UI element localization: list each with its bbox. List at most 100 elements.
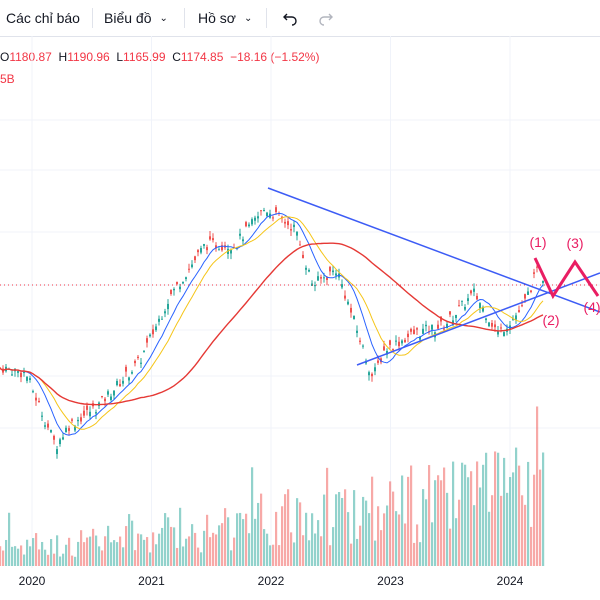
volume-bar (386, 505, 389, 566)
volume-bar (317, 520, 320, 566)
candle-body (329, 266, 331, 272)
close-key: C (172, 50, 181, 64)
volume-bar (176, 547, 179, 566)
volume-bar (374, 540, 377, 566)
redo-button[interactable] (318, 0, 334, 36)
candle-body (491, 322, 493, 327)
candle-body (167, 303, 169, 310)
volume-bar (314, 533, 317, 566)
trend-line-upper (267, 187, 600, 313)
high-value: 1190.96 (67, 50, 110, 64)
volume-bar (467, 477, 470, 566)
change-value: −18.16 (−1.52%) (230, 50, 320, 64)
toolbar-divider (92, 8, 93, 28)
candle-body (404, 339, 406, 343)
candle-body (206, 247, 208, 251)
volume-bar (98, 546, 101, 566)
candle-body (86, 405, 88, 410)
volume-bar (371, 476, 374, 566)
volume-bar (29, 546, 32, 566)
candle-body (308, 269, 310, 272)
candle-body (377, 360, 379, 363)
volume-bar (341, 497, 344, 566)
candle-body (107, 391, 109, 395)
chart-type-label: Biểu đồ (104, 10, 152, 26)
candle-body (125, 366, 127, 372)
candle-body (89, 411, 91, 417)
volume-bar (398, 514, 401, 566)
volume-bar (125, 526, 128, 566)
candle-body (503, 332, 505, 337)
volume-legend: 5B (0, 72, 15, 86)
moving-averages (0, 212, 544, 436)
candle-body (542, 280, 544, 283)
open-key: O (0, 50, 10, 64)
indicators-button[interactable]: Các chỉ báo (6, 0, 80, 36)
high-key: H (58, 50, 68, 64)
volume-bar (68, 537, 71, 566)
candle-body (200, 248, 202, 253)
top-toolbar: Các chỉ báo Biểu đồ ⌄ Hồ sơ ⌄ (0, 0, 600, 37)
volume-bar (8, 512, 11, 566)
wave-label: (2) (542, 312, 559, 328)
wave-label: (1) (529, 234, 546, 250)
candle-body (512, 318, 514, 320)
volume-bar (71, 555, 74, 566)
volume-bar (389, 481, 392, 566)
volume-bar (350, 543, 353, 566)
volume-bar (95, 535, 98, 566)
profile-button[interactable]: Hồ sơ ⌄ (198, 0, 252, 36)
volume-bar (536, 406, 539, 566)
volume-bar (461, 462, 464, 566)
candle-body (146, 338, 148, 343)
candle-body (191, 264, 193, 268)
volume-bar (134, 550, 137, 566)
volume-bar (503, 457, 506, 566)
candle-body (257, 216, 259, 219)
candle-body (50, 429, 52, 433)
volume-bar (320, 536, 323, 566)
candle-body (41, 415, 43, 417)
volume-bar (470, 471, 473, 566)
volume-bar (431, 522, 434, 566)
volume-bar (290, 532, 293, 566)
volume-bar (182, 546, 185, 566)
close-value: 1174.85 (180, 50, 224, 64)
volume-bar (164, 513, 167, 566)
candle-body (212, 238, 214, 241)
volume-bar (269, 545, 272, 566)
candle-body (530, 290, 532, 293)
low-value: 1165.99 (123, 50, 166, 64)
candle-body (62, 437, 64, 440)
undo-button[interactable] (282, 0, 298, 36)
price-chart[interactable]: (1) (2) (3) (4) (0, 36, 600, 568)
candle-body (425, 324, 427, 327)
volume-bar (395, 511, 398, 566)
candle-body (341, 284, 343, 288)
candle-body (305, 267, 307, 270)
candle-body (284, 221, 286, 224)
candle-body (476, 295, 478, 300)
candle-body (32, 391, 34, 393)
candle-body (350, 307, 352, 313)
candle-body (467, 298, 469, 301)
volume-bar (242, 519, 245, 566)
trend-line-lower (356, 272, 600, 366)
volume-bar (158, 533, 161, 566)
candle-body (515, 315, 517, 320)
x-tick-label: 2020 (18, 574, 46, 588)
volume-bar (515, 447, 518, 566)
candle-body (317, 276, 319, 281)
volume-bar (65, 544, 68, 566)
volume-bar (104, 536, 107, 566)
volume-bar (89, 536, 92, 566)
candle-body (77, 419, 79, 422)
chart-type-button[interactable]: Biểu đồ ⌄ (104, 0, 168, 36)
volume-bar (458, 499, 461, 566)
candle-body (272, 217, 274, 219)
candle-body (245, 222, 247, 227)
volume-bar (407, 476, 410, 566)
indicators-label: Các chỉ báo (6, 10, 80, 26)
candle-body (266, 212, 268, 217)
ma-long-line (0, 242, 544, 406)
